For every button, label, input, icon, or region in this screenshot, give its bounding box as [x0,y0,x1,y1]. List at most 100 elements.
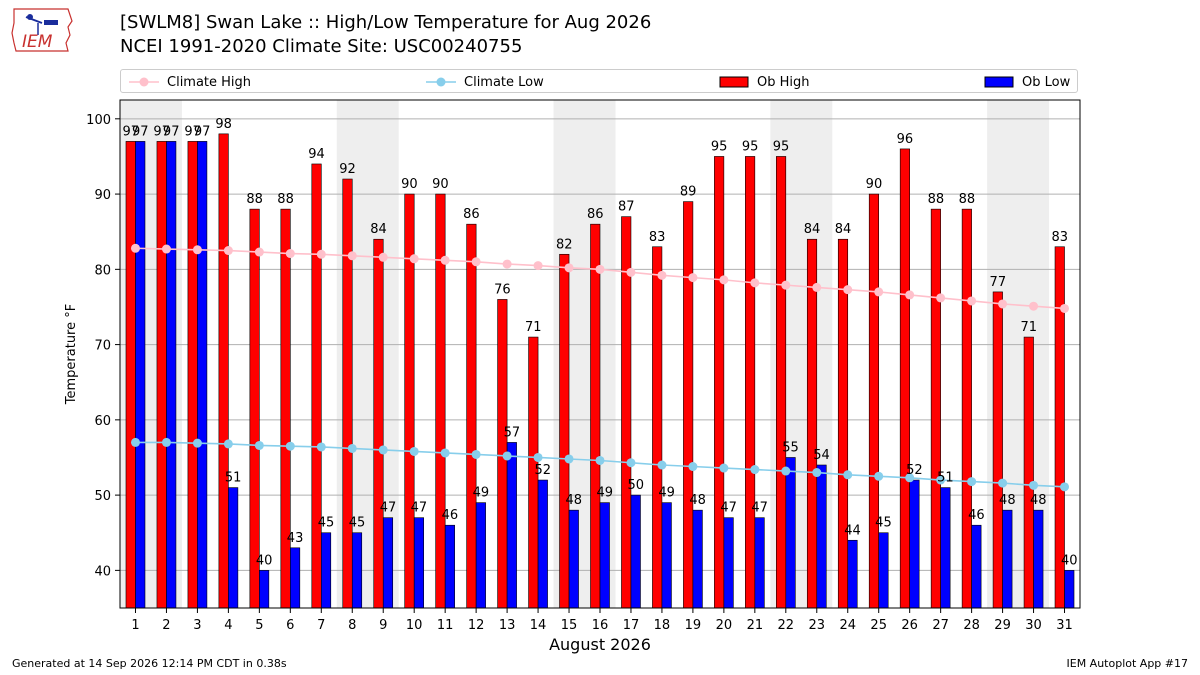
climate-high-point [750,278,760,288]
ob-low-bar [475,502,486,609]
x-tick-label: 22 [778,618,795,633]
ob-low-value-label: 55 [782,440,799,455]
climate-low-point [688,462,698,472]
climate-low-point [626,458,636,468]
x-tick-label: 17 [623,618,640,633]
climate-high-point [192,245,202,255]
climate-low-point [874,471,884,481]
ob-high-bar [125,141,136,609]
ob-high-bar [652,246,663,609]
ob-high-value-label: 95 [773,139,790,154]
chart-legend: Climate High Climate Low Ob High Ob Low [120,69,1078,93]
app-credit: IEM Autoplot App #17 [1066,657,1189,670]
x-tick-label: 30 [1025,618,1042,633]
ob-high-value-label: 84 [370,222,387,237]
ob-low-bar [290,547,301,609]
ob-low-value-label: 48 [999,493,1016,508]
ob-high-value-label: 88 [928,192,945,207]
legend-item-ob-low: Ob Low [984,70,1070,94]
ob-low-bar [692,509,703,609]
climate-low-point [285,441,295,451]
ob-low-bar [413,517,424,609]
ob-high-bar [776,156,787,609]
ob-low-bar [661,502,672,609]
climate-low-point [812,468,822,478]
climate-high-point [812,282,822,292]
climate-high-point [285,249,295,259]
climate-high-point [347,251,357,261]
ob-high-bar [559,253,570,609]
x-tick-label: 28 [963,618,980,633]
ob-low-bar [320,532,332,609]
y-tick-label: 40 [94,564,111,579]
ob-high-value-label: 83 [649,230,666,245]
climate-high-point [533,261,543,271]
x-tick-label: 18 [654,618,671,633]
ob-low-value-label: 49 [473,486,490,501]
ob-high-value-label: 86 [587,207,604,222]
ob-low-bar [940,487,951,609]
x-tick-label: 31 [1056,618,1073,633]
climate-high-point [440,255,450,265]
ob-high-value-label: 90 [432,177,449,192]
ob-high-value-label: 97 [184,124,201,139]
ob-low-bar [599,502,610,609]
climate-high-point [936,293,946,303]
ob-low-bar [1064,570,1075,609]
ob-low-value-label: 49 [658,486,675,501]
ob-high-value-label: 97 [122,124,139,139]
legend-item-ob-high: Ob High [719,70,810,94]
x-tick-label: 1 [131,618,139,633]
climate-low-point [936,475,946,485]
x-tick-label: 16 [592,618,609,633]
ob-high-bar [249,208,260,609]
ob-low-value-label: 45 [318,516,335,531]
ob-low-bar [228,487,239,609]
climate-low-point [998,478,1008,488]
ob-high-value-label: 71 [525,320,542,335]
legend-label: Ob Low [1022,74,1071,90]
climate-low-point [533,452,543,462]
plot-frame [119,99,1081,609]
generated-timestamp: Generated at 14 Sep 2026 12:14 PM CDT in… [12,657,287,670]
ob-low-value-label: 51 [937,471,954,486]
ob-low-bar [1033,509,1044,609]
climate-low-point [254,440,264,450]
climate-low-point [409,446,419,456]
ob-high-bar [590,223,601,609]
ob-low-value-label: 47 [720,501,737,516]
x-tick-label: 10 [406,618,423,633]
climate-high-point [657,270,667,280]
ob-low-value-label: 51 [225,471,242,486]
climate-high-point [130,243,140,253]
y-tick-label: 70 [94,339,111,354]
ob-low-bar [630,494,641,609]
climate-low-point [471,449,481,459]
ob-low-bar [723,517,734,609]
ob-low-bar [1002,509,1013,609]
x-tick-label: 9 [379,618,387,633]
ob-high-value-label: 71 [1021,320,1038,335]
ob-low-value-label: 45 [875,516,892,531]
climate-low-point [595,455,605,465]
climate-low-point [502,451,512,461]
ob-high-bar [187,141,198,609]
y-tick-label: 80 [94,263,111,278]
ob-low-value-label: 46 [442,508,459,523]
climate-high-point [595,264,605,274]
climate-low-point [843,470,853,480]
ob-high-bar [466,223,477,609]
ob-low-bar [506,442,517,609]
x-tick-label: 24 [839,618,856,633]
ob-low-value-label: 57 [504,425,521,440]
climate-high-point [223,246,233,256]
legend-line-marker-icon [129,77,159,87]
ob-high-value-label: 89 [680,185,697,200]
ob-high-value-label: 88 [959,192,976,207]
x-tick-label: 2 [162,618,170,633]
y-tick-label: 100 [86,113,111,128]
climate-high-point [626,267,636,277]
ob-high-value-label: 88 [277,192,294,207]
ob-high-bar [342,178,353,609]
ob-low-bar [785,457,796,609]
